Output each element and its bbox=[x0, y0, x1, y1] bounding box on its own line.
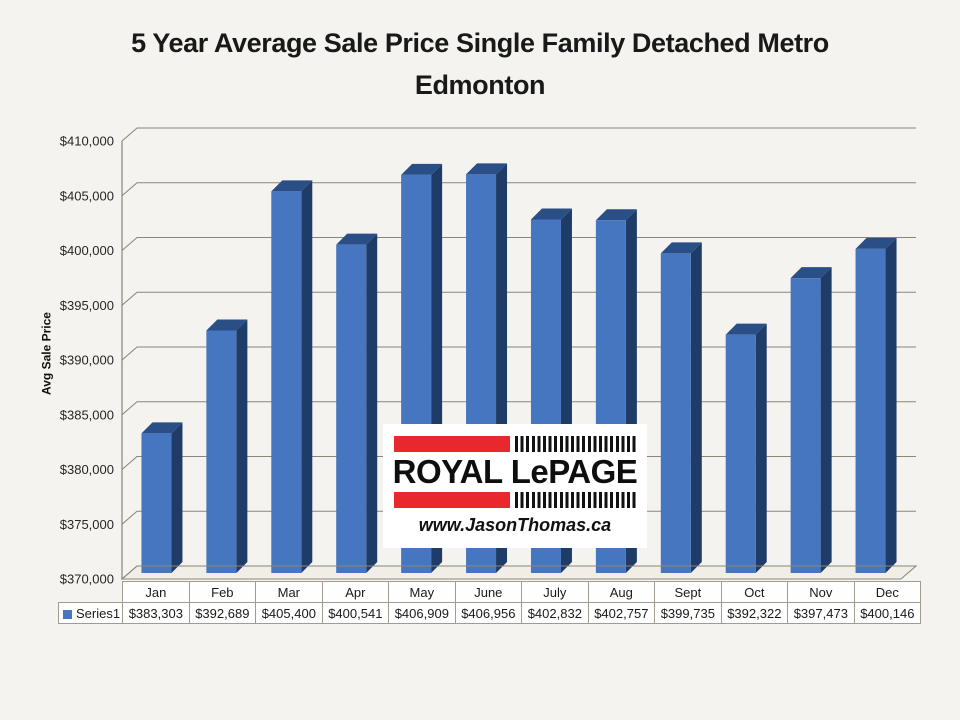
month-header-cell: Oct bbox=[720, 581, 789, 603]
bar-face bbox=[466, 163, 508, 175]
y-tick-label: $375,000 bbox=[60, 517, 114, 532]
gridline bbox=[121, 127, 916, 142]
value-cell: $399,735 bbox=[654, 602, 722, 624]
y-tick-label: $410,000 bbox=[60, 134, 114, 149]
bar-face bbox=[141, 422, 183, 434]
legend-label: Series1 bbox=[76, 605, 121, 621]
y-tick-label: $400,000 bbox=[60, 243, 114, 258]
month-header-cell: June bbox=[454, 581, 523, 603]
logo-brand-text: ROYAL LePAGE bbox=[392, 453, 638, 490]
gridline bbox=[121, 291, 916, 306]
gridline bbox=[121, 236, 916, 251]
logo-website: www.JasonThomas.ca bbox=[418, 515, 612, 535]
logo-red-bar-bottom bbox=[394, 492, 510, 508]
value-cell: $392,689 bbox=[188, 602, 257, 624]
month-header-cell: Feb bbox=[188, 581, 257, 603]
bar-face bbox=[236, 319, 248, 573]
bar-face bbox=[755, 323, 767, 573]
bar-face bbox=[401, 163, 443, 175]
bar-face bbox=[206, 330, 237, 573]
bar-face bbox=[855, 248, 886, 573]
bar-face bbox=[660, 253, 691, 574]
bar-face bbox=[301, 180, 313, 573]
chart-floor-outline bbox=[120, 565, 918, 580]
bar-face bbox=[660, 242, 702, 254]
series-data-table: Jan Feb Mar Apr May June July Aug Sept Oct Nov Dec S… bbox=[57, 581, 922, 624]
bar-Nov bbox=[790, 267, 832, 573]
value-cell: $392,322 bbox=[720, 602, 789, 624]
bar-face bbox=[725, 334, 756, 573]
value-cell: $400,146 bbox=[853, 602, 922, 624]
bar-face bbox=[855, 237, 897, 249]
bar-Sept bbox=[660, 242, 702, 574]
bar-face bbox=[690, 242, 702, 574]
bar-Apr bbox=[336, 233, 378, 573]
value-cell: $402,832 bbox=[521, 602, 589, 624]
month-header-cell: Sept bbox=[654, 581, 722, 603]
y-tick-label: $405,000 bbox=[60, 188, 114, 203]
logo-red-bar-top bbox=[394, 436, 510, 452]
bar-face bbox=[271, 191, 302, 573]
y-tick-label: $385,000 bbox=[60, 407, 114, 422]
bar-face bbox=[790, 278, 821, 573]
data-table: Jan Feb Mar Apr May June July Aug Sept Oct Nov Dec S… bbox=[57, 581, 922, 624]
table-corner-spacer bbox=[59, 582, 123, 603]
chart-floor bbox=[122, 566, 916, 579]
logo-bottom-row bbox=[394, 492, 636, 508]
bar-face bbox=[725, 323, 767, 335]
value-cell: $400,541 bbox=[321, 602, 390, 624]
bar-Dec bbox=[855, 237, 897, 573]
month-header-cell: July bbox=[521, 581, 589, 603]
month-header-cell: Mar bbox=[255, 581, 323, 603]
gridline bbox=[121, 510, 916, 525]
gridline bbox=[121, 455, 916, 470]
month-header-cell: Dec bbox=[853, 581, 922, 603]
bar-face bbox=[141, 433, 172, 573]
bar-face bbox=[595, 209, 637, 221]
month-header-cell: Nov bbox=[787, 581, 855, 603]
logo-barcode-stripes-top bbox=[515, 436, 636, 452]
month-header-cell: Jan bbox=[122, 581, 190, 603]
month-header-cell: Aug bbox=[587, 581, 656, 603]
bar-face bbox=[336, 244, 367, 573]
bar-face bbox=[790, 267, 832, 279]
chart-title: 5 Year Average Sale Price Single Family … bbox=[131, 28, 829, 100]
month-header-cell: May bbox=[388, 581, 456, 603]
gridline bbox=[121, 401, 916, 416]
bar-face bbox=[271, 180, 313, 192]
value-cell: $383,303 bbox=[122, 602, 190, 624]
bar-face bbox=[885, 237, 897, 573]
bar-Jan bbox=[141, 422, 183, 573]
y-tick-label: $390,000 bbox=[60, 353, 114, 368]
bar-face bbox=[366, 233, 378, 573]
value-cell: $405,400 bbox=[255, 602, 323, 624]
gridline bbox=[121, 182, 916, 197]
gridline bbox=[121, 346, 916, 361]
bar-Feb bbox=[206, 319, 248, 573]
bar-Mar bbox=[271, 180, 313, 573]
value-cell: $406,909 bbox=[388, 602, 456, 624]
bar-face bbox=[206, 319, 248, 331]
bar-face bbox=[171, 422, 183, 573]
bar-Oct bbox=[725, 323, 767, 573]
legend-cell: Series1 bbox=[57, 602, 124, 624]
value-cell: $406,956 bbox=[454, 602, 523, 624]
logo-top-row bbox=[394, 436, 636, 452]
value-cell: $402,757 bbox=[587, 602, 656, 624]
value-cell: $397,473 bbox=[787, 602, 855, 624]
royal-lepage-logo: ROYAL LePAGE www.JasonThomas.ca bbox=[383, 424, 647, 548]
legend-swatch bbox=[63, 609, 72, 619]
y-tick-label: $380,000 bbox=[60, 462, 114, 477]
y-tick-label: $395,000 bbox=[60, 298, 114, 313]
month-header-cell: Apr bbox=[321, 581, 390, 603]
y-tick-label: $370,000 bbox=[60, 572, 114, 587]
bar-face bbox=[336, 233, 378, 245]
bar-face bbox=[820, 267, 832, 573]
logo-barcode-stripes-bottom bbox=[515, 492, 636, 508]
bar-face bbox=[530, 208, 572, 220]
